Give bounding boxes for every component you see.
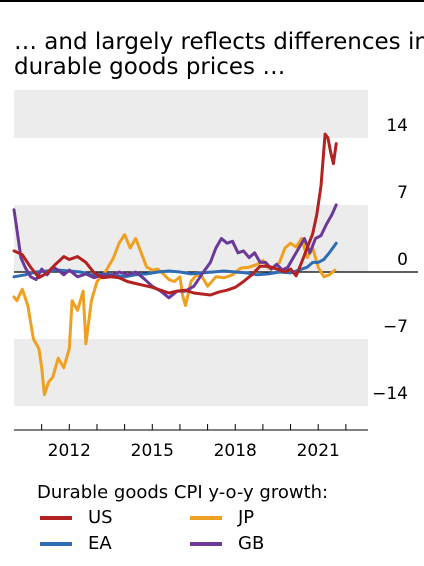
x-tick-label: 2021 <box>297 441 340 461</box>
legend-swatch-ea <box>40 541 72 546</box>
legend-swatch-us <box>40 515 72 520</box>
chart-title: … and largely reflects differences in du… <box>14 29 424 80</box>
y-tick-label: 7 <box>397 183 408 203</box>
y-tick-label: −14 <box>372 384 408 404</box>
chart-title-line-2: durable goods prices … <box>14 54 286 80</box>
legend-item-us: US <box>40 507 113 528</box>
legend-item-ea: EA <box>40 533 112 554</box>
legend-item-jp: JP <box>190 507 254 528</box>
legend-swatch-jp <box>190 515 222 520</box>
grid-band <box>14 339 368 407</box>
legend-swatch-gb <box>190 541 222 546</box>
grid-band <box>14 90 368 138</box>
series-line-us <box>12 132 338 297</box>
legend-item-gb: GB <box>190 533 264 554</box>
legend-label-us: US <box>88 507 113 528</box>
legend-label-ea: EA <box>88 533 112 554</box>
y-tick-label: 0 <box>397 250 408 270</box>
x-tick-label: 2012 <box>48 441 91 461</box>
line-chart: 2012 2015 2018 2021 14 7 0 −7 −14 <box>12 90 418 461</box>
top-rule <box>0 0 424 2</box>
x-tick-label: 2015 <box>131 441 174 461</box>
grid-band <box>14 204 368 272</box>
series-line-jp <box>12 233 337 397</box>
y-tick-label: −7 <box>383 317 408 337</box>
series-line-gb <box>12 203 338 300</box>
legend-title: Durable goods CPI y-o-y growth: <box>37 482 329 503</box>
chart-title-line-1: … and largely reflects differences in <box>14 29 424 55</box>
y-tick-label: 14 <box>386 116 408 136</box>
x-tick-label: 2018 <box>214 441 257 461</box>
legend-label-jp: JP <box>238 507 255 528</box>
legend-label-gb: GB <box>238 533 265 554</box>
